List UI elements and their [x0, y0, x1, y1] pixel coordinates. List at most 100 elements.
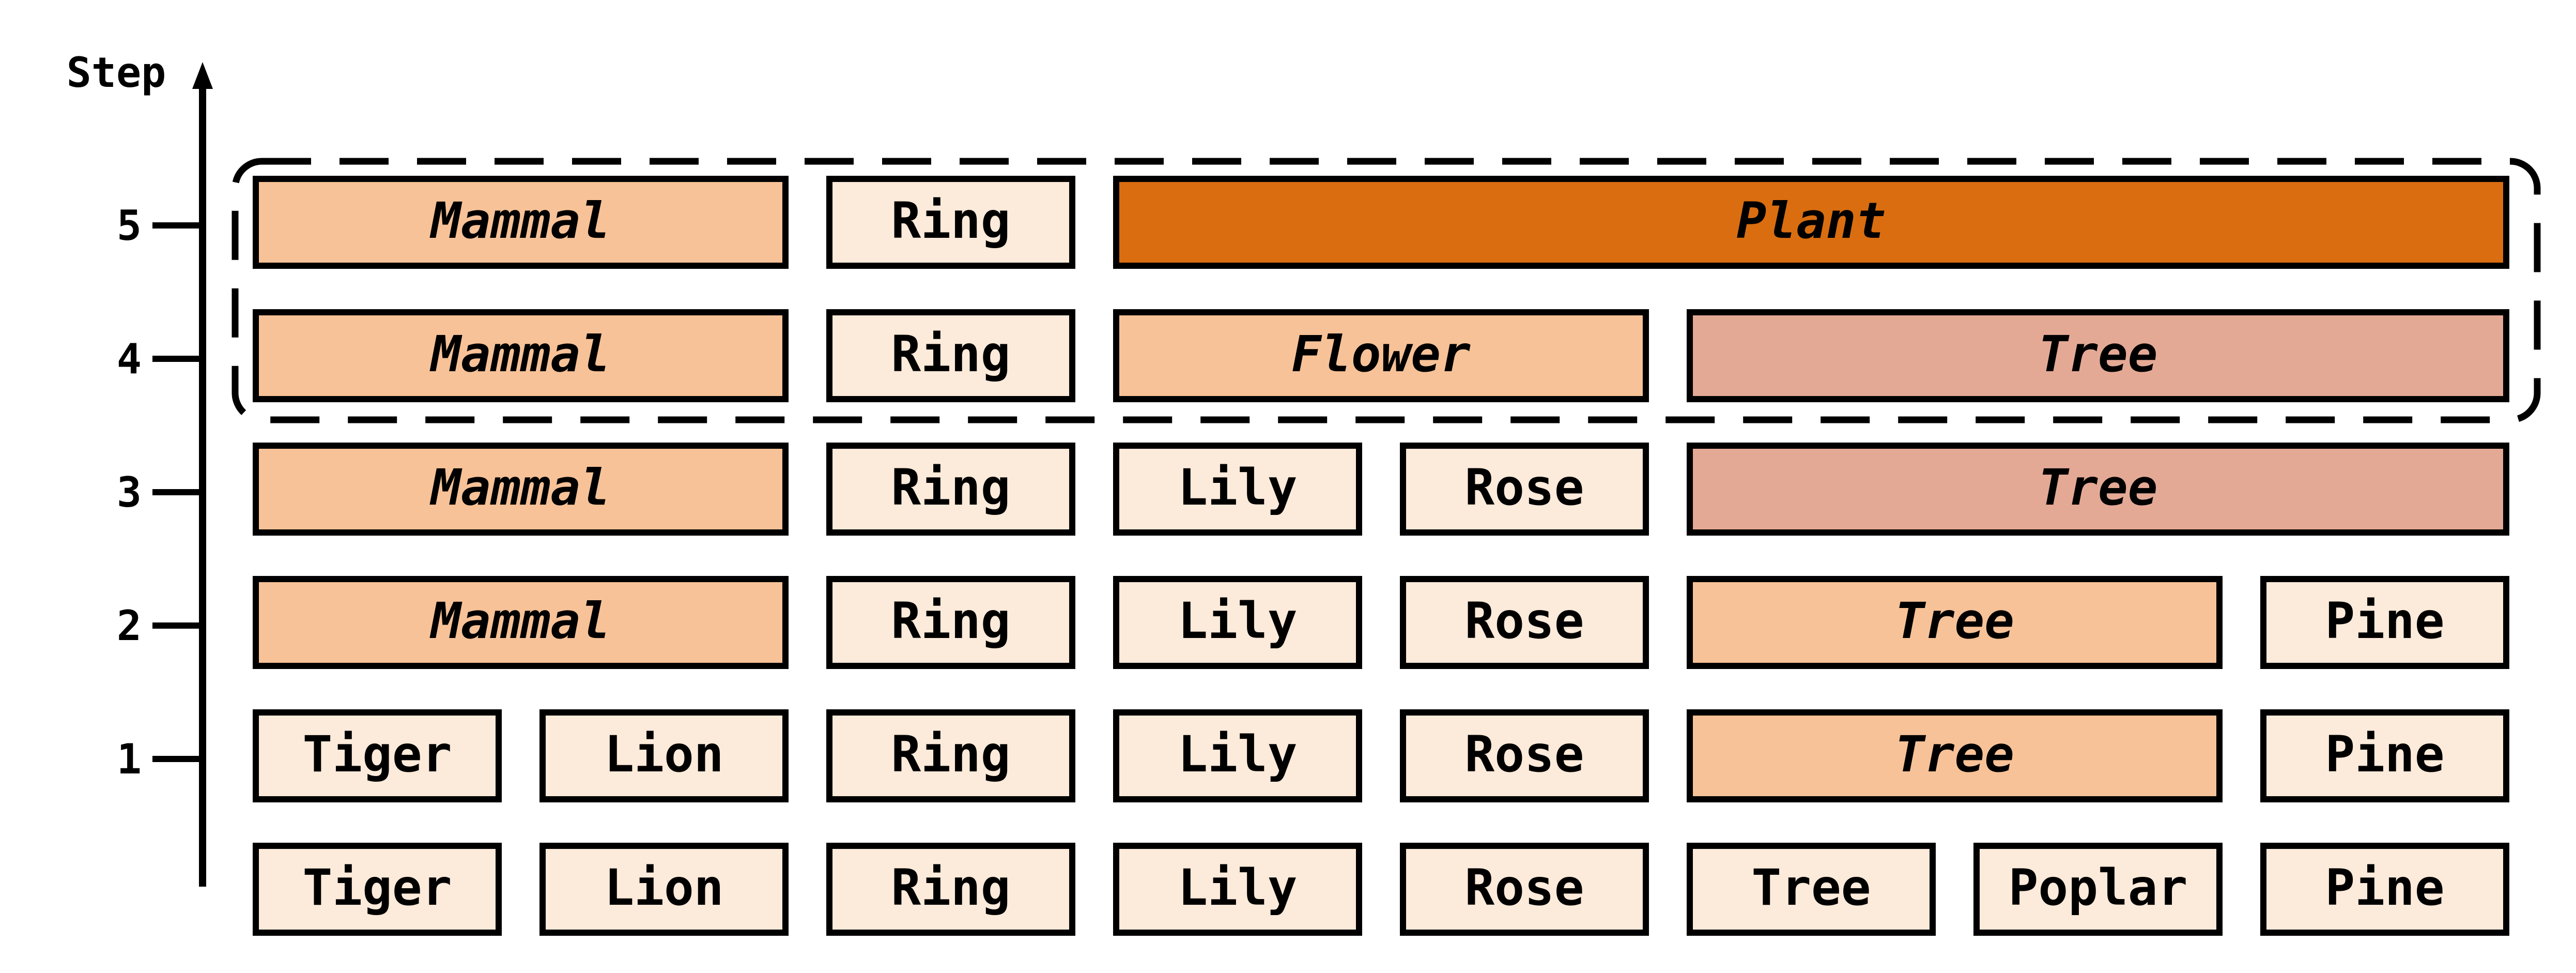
box-lily-rect	[1113, 443, 1362, 536]
y-tick-label-5: 5	[117, 202, 142, 250]
box-pine-step-1: Pine	[2260, 709, 2509, 802]
box-rose-step-3: Rose	[1400, 443, 1649, 536]
box-rose-step-1: Rose	[1400, 709, 1649, 802]
box-flower-label: Flower	[1291, 325, 1471, 383]
box-pine-rect	[2260, 709, 2509, 802]
box-lion-step-1: Lion	[539, 709, 789, 802]
box-pine-label: Pine	[2325, 725, 2444, 783]
box-ring-step-0: Ring	[826, 843, 1075, 936]
box-ring-rect	[826, 176, 1075, 269]
box-tiger-rect	[253, 709, 502, 802]
y-tick-label-2: 2	[117, 602, 142, 650]
box-tree-label: Tree	[2038, 325, 2157, 383]
box-mammal-step-3: Mammal	[253, 443, 789, 536]
box-ring-rect	[826, 843, 1075, 936]
box-ring-step-1: Ring	[826, 709, 1075, 802]
box-plant-label: Plant	[1737, 192, 1886, 250]
box-ring-step-4: Ring	[826, 309, 1075, 402]
box-lion-step-0: Lion	[539, 843, 789, 936]
box-flower-step-4: Flower	[1113, 309, 1649, 402]
y-axis-label: Step	[67, 49, 166, 97]
box-poplar-rect	[1973, 843, 2223, 936]
box-tree-label: Tree	[1895, 592, 2014, 650]
box-lily-step-1: Lily	[1113, 709, 1362, 802]
box-ring-label: Ring	[891, 592, 1010, 650]
box-rose-rect	[1400, 443, 1649, 536]
box-rose-label: Rose	[1464, 859, 1584, 917]
box-rose-step-2: Rose	[1400, 576, 1649, 669]
box-mammal-label: Mammal	[429, 592, 610, 650]
box-plant-rect	[1113, 176, 2509, 269]
box-tree-rect	[1687, 843, 1936, 936]
y-tick-label-3: 3	[117, 468, 142, 516]
box-tiger-label: Tiger	[303, 859, 452, 917]
row-step-3: Mammal Ring Lily Rose Tree	[253, 443, 2509, 536]
box-rose-rect	[1400, 576, 1649, 669]
box-ring-rect	[826, 709, 1075, 802]
box-rose-label: Rose	[1464, 459, 1584, 516]
box-lion-rect	[539, 843, 789, 936]
box-mammal-step-2: Mammal	[253, 576, 789, 669]
box-lily-rect	[1113, 709, 1362, 802]
rows-layer: Tiger Lion Ring Lily Rose Tree Poplar PineTiger…	[253, 176, 2509, 936]
box-mammal-label: Mammal	[429, 192, 610, 250]
box-tree-step-3: Tree	[1687, 443, 2509, 536]
box-ring-step-2: Ring	[826, 576, 1075, 669]
box-mammal-rect	[253, 576, 789, 669]
box-ring-label: Ring	[891, 459, 1010, 516]
box-lily-step-0: Lily	[1113, 843, 1362, 936]
y-axis-arrowhead	[192, 62, 213, 89]
box-poplar-label: Poplar	[2009, 859, 2188, 917]
box-pine-step-2: Pine	[2260, 576, 2509, 669]
box-lion-label: Lion	[604, 725, 723, 783]
box-lily-label: Lily	[1178, 725, 1297, 783]
box-tiger-rect	[253, 843, 502, 936]
box-tree-label: Tree	[1751, 859, 1871, 917]
box-pine-label: Pine	[2325, 859, 2444, 917]
box-poplar-step-0: Poplar	[1973, 843, 2223, 936]
box-mammal-step-5: Mammal	[253, 176, 789, 269]
box-tree-step-2: Tree	[1687, 576, 2223, 669]
box-tree-step-0: Tree	[1687, 843, 1936, 936]
y-tick-label-1: 1	[117, 735, 142, 783]
box-lily-rect	[1113, 576, 1362, 669]
row-step-0: Tiger Lion Ring Lily Rose Tree Poplar Pine	[253, 843, 2509, 936]
box-ring-label: Ring	[891, 725, 1010, 783]
box-tree-step-4: Tree	[1687, 309, 2509, 402]
y-axis-ticks: 1 2 3 4 5	[117, 202, 203, 783]
box-rose-step-0: Rose	[1400, 843, 1649, 936]
box-lily-label: Lily	[1178, 859, 1297, 917]
box-tree-rect	[1687, 709, 2223, 802]
box-mammal-label: Mammal	[429, 459, 610, 516]
box-ring-label: Ring	[891, 859, 1010, 917]
box-pine-step-0: Pine	[2260, 843, 2509, 936]
y-tick-label-4: 4	[117, 335, 142, 383]
box-mammal-label: Mammal	[429, 325, 610, 383]
row-step-1: Tiger Lion Ring Lily Rose Tree Pine	[253, 709, 2509, 802]
box-ring-step-5: Ring	[826, 176, 1075, 269]
box-lily-step-3: Lily	[1113, 443, 1362, 536]
highlight-box-steps-4-5	[232, 158, 2541, 423]
box-rose-rect	[1400, 843, 1649, 936]
box-plant-step-5: Plant	[1113, 176, 2509, 269]
box-ring-rect	[826, 576, 1075, 669]
box-pine-label: Pine	[2325, 592, 2444, 650]
box-lily-step-2: Lily	[1113, 576, 1362, 669]
box-rose-rect	[1400, 709, 1649, 802]
box-lion-rect	[539, 709, 789, 802]
box-ring-label: Ring	[891, 325, 1010, 383]
box-tree-step-1: Tree	[1687, 709, 2223, 802]
box-lily-label: Lily	[1178, 592, 1297, 650]
box-flower-rect	[1113, 309, 1649, 402]
box-tree-rect	[1687, 309, 2509, 402]
box-tree-label: Tree	[1895, 725, 2014, 783]
box-ring-rect	[826, 443, 1075, 536]
box-tree-rect	[1687, 443, 2509, 536]
row-step-5: Mammal Ring Plant	[253, 176, 2509, 269]
box-rose-label: Rose	[1464, 592, 1584, 650]
box-mammal-rect	[253, 443, 789, 536]
box-rose-label: Rose	[1464, 725, 1584, 783]
box-tiger-step-1: Tiger	[253, 709, 502, 802]
box-lion-label: Lion	[604, 859, 723, 917]
